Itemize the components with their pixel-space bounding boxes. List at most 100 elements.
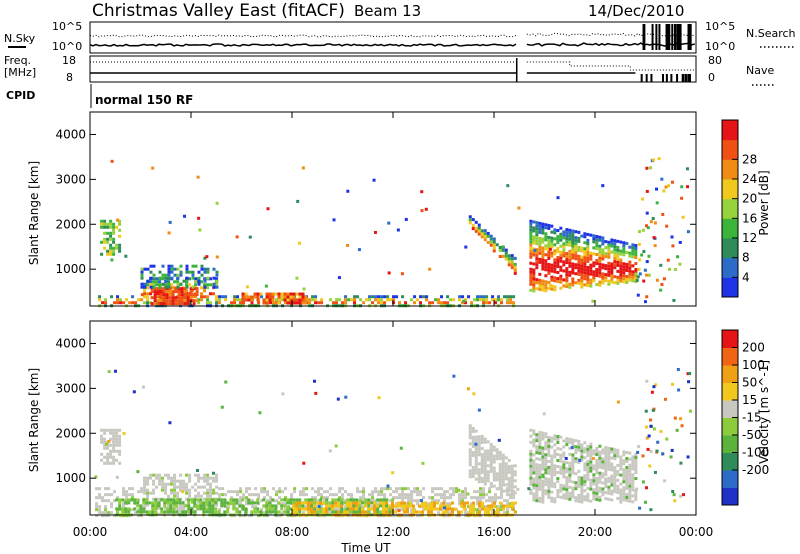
velocity-pixel [232,498,236,502]
velocity-pixel [511,504,514,508]
power-pixel [203,279,207,283]
power-pixel [337,276,341,280]
colorbar-tick-label: 28 [742,152,757,166]
velocity-pixel [449,496,453,500]
velocity-pixel [559,495,563,499]
power-pixel [189,290,193,294]
power-pixel [598,238,602,242]
velocity-pixel [202,501,206,505]
power-pixel [535,260,539,264]
power-pixel [562,245,566,249]
velocity-pixel [157,504,161,508]
velocity-colorbar-label: Velocity [m s^-1] [757,360,771,464]
velocity-pixel [335,493,339,497]
power-pixel [622,277,626,281]
power-pixel [616,278,620,282]
velocity-pixel [544,444,548,448]
power-pixel [104,298,108,302]
velocity-pixel [452,490,456,494]
velocity-pixel [455,490,459,494]
power-pixel [619,273,623,277]
power-pixel [383,295,387,299]
power-pixel [645,166,649,170]
velocity-pixel [574,472,578,476]
velocity-pixel [562,445,566,449]
velocity-pixel [199,504,203,508]
power-pixel [541,258,545,262]
velocity-pixel [401,508,405,512]
power-pixel [271,298,275,302]
velocity-pixel [236,493,240,497]
power-pixel [118,222,122,226]
velocity-pixel [607,467,611,471]
velocity-pixel [268,501,272,505]
velocity-pixel [595,498,599,502]
power-pixel [189,293,193,297]
power-pixel [565,228,569,232]
velocity-pixel [406,510,409,514]
velocity-pixel [166,498,170,502]
velocity-pixel [604,455,608,459]
velocity-pixel [547,468,551,472]
power-pixel [149,280,153,284]
velocity-pixel [625,480,629,484]
power-pixel [109,243,113,247]
power-pixel [164,279,168,283]
velocity-pixel [122,487,126,491]
velocity-pixel [464,493,468,497]
velocity-pixel [513,470,517,474]
power-pixel [185,283,189,287]
power-pixel [185,267,189,271]
velocity-pixel [281,511,285,515]
power-pixel [538,230,542,234]
velocity-pixel [532,495,536,499]
power-pixel [513,265,517,269]
power-pixel [489,243,493,247]
velocity-pixel [403,510,406,514]
power-pixel [477,226,481,230]
power-pixel [574,236,578,240]
power-pixel [607,273,611,277]
velocity-pixel [167,473,171,477]
velocity-pixel [559,456,563,460]
velocity-pixel [380,490,384,494]
power-pixel [638,258,642,262]
velocity-pixel [163,510,167,514]
velocity-pixel [94,475,98,479]
power-pixel [106,237,110,241]
velocity-pixel [553,482,557,486]
velocity-pixel [367,507,370,511]
velocity-pixel [619,494,623,498]
velocity-pixel [106,461,110,465]
power-pixel [158,285,162,289]
power-pixel [280,295,284,299]
velocity-pixel [283,498,287,502]
velocity-pixel [146,491,150,495]
velocity-pixel [595,453,599,457]
power-pixel [200,298,204,302]
velocity-pixel [474,435,478,439]
velocity-pixel [251,505,255,509]
velocity-pixel [277,510,281,514]
velocity-pixel [598,462,602,466]
velocity-pixel [689,409,693,413]
power-pixel [314,301,318,305]
velocity-pixel [686,455,690,459]
velocity-pixel [136,501,140,505]
power-pixel [103,231,107,235]
power-pixel [281,298,285,302]
velocity-pixel [472,507,475,511]
velocity-pixel [338,508,342,512]
velocity-pixel [401,499,405,503]
velocity-pixel [631,482,635,486]
power-pixel [532,229,536,233]
velocity-pixel [489,481,493,485]
velocity-pixel [278,514,282,518]
power-pixel [541,222,545,226]
velocity-pixel [334,498,338,502]
velocity-pixel [577,496,581,500]
power-pixel [164,273,168,277]
velocity-pixel [497,438,501,442]
power-pixel [468,215,472,219]
power-pixel [640,253,644,257]
